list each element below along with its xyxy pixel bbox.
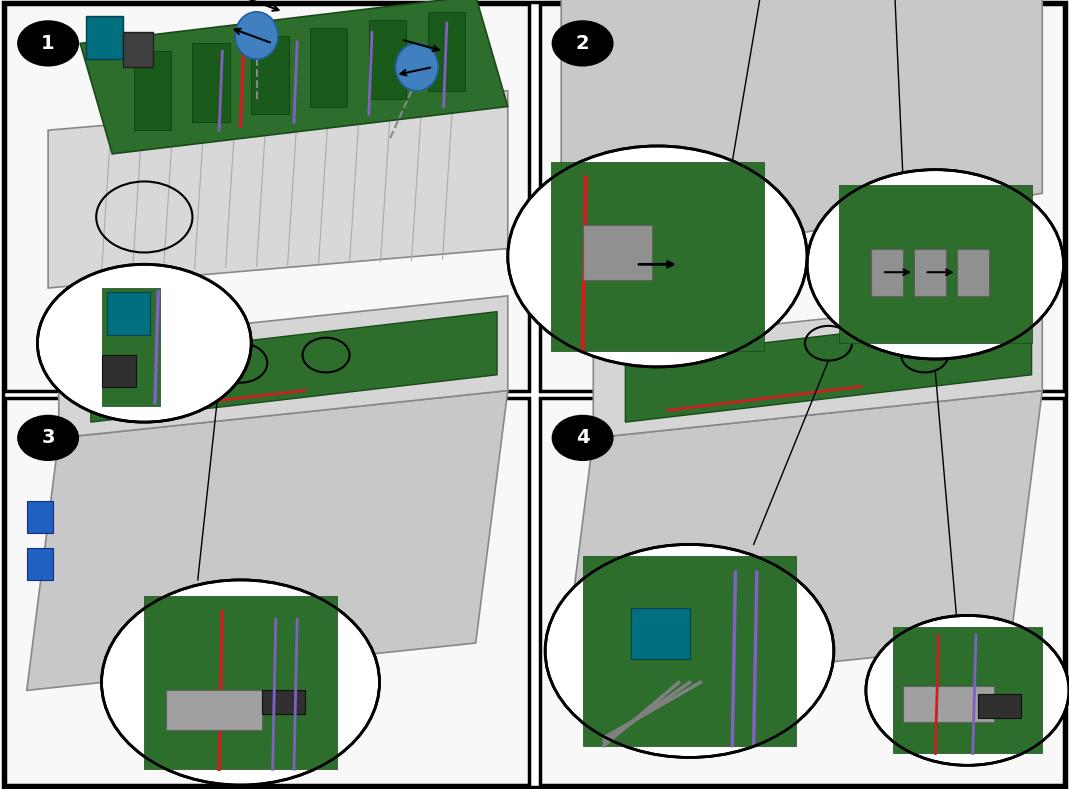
Bar <box>5 4 529 391</box>
Circle shape <box>18 21 78 65</box>
Polygon shape <box>561 0 1042 272</box>
Bar <box>123 32 153 67</box>
FancyBboxPatch shape <box>3 2 1066 787</box>
Text: 1: 1 <box>42 34 55 53</box>
Bar <box>102 355 136 387</box>
Polygon shape <box>91 312 497 422</box>
Bar <box>428 12 465 91</box>
Polygon shape <box>561 391 1042 690</box>
Text: 4: 4 <box>576 428 589 447</box>
Bar <box>540 398 1064 785</box>
Bar <box>583 556 796 746</box>
Circle shape <box>102 580 379 785</box>
Bar <box>262 690 305 714</box>
Bar <box>251 36 289 114</box>
Circle shape <box>37 264 251 422</box>
Bar <box>583 225 652 280</box>
Bar <box>631 608 690 659</box>
Polygon shape <box>48 91 508 288</box>
Bar <box>839 185 1032 343</box>
Text: 2: 2 <box>576 34 589 53</box>
Text: 3: 3 <box>42 428 55 447</box>
Bar <box>903 686 994 722</box>
Bar <box>134 51 171 130</box>
Bar <box>166 690 262 730</box>
Bar <box>310 28 347 107</box>
Circle shape <box>508 146 807 367</box>
Bar <box>86 16 123 59</box>
Bar <box>27 548 53 580</box>
Bar <box>192 43 230 122</box>
Bar <box>102 288 160 406</box>
Bar <box>27 501 53 533</box>
Circle shape <box>807 170 1064 359</box>
Polygon shape <box>625 312 1032 422</box>
Bar <box>914 249 946 296</box>
Bar <box>957 249 989 296</box>
Circle shape <box>545 544 834 757</box>
Circle shape <box>553 21 613 65</box>
Circle shape <box>553 416 613 460</box>
Bar <box>107 292 150 335</box>
Ellipse shape <box>396 43 438 91</box>
Polygon shape <box>80 0 508 154</box>
Bar <box>871 249 903 296</box>
Bar <box>540 4 1064 391</box>
Circle shape <box>866 615 1069 765</box>
Bar <box>551 162 764 351</box>
Circle shape <box>18 416 78 460</box>
Bar <box>5 398 529 785</box>
Ellipse shape <box>235 12 278 59</box>
Polygon shape <box>27 391 508 690</box>
Polygon shape <box>59 296 508 438</box>
Bar <box>144 596 337 769</box>
Polygon shape <box>593 296 1042 438</box>
Bar <box>978 694 1021 718</box>
Bar <box>369 20 406 99</box>
Bar <box>893 627 1042 753</box>
